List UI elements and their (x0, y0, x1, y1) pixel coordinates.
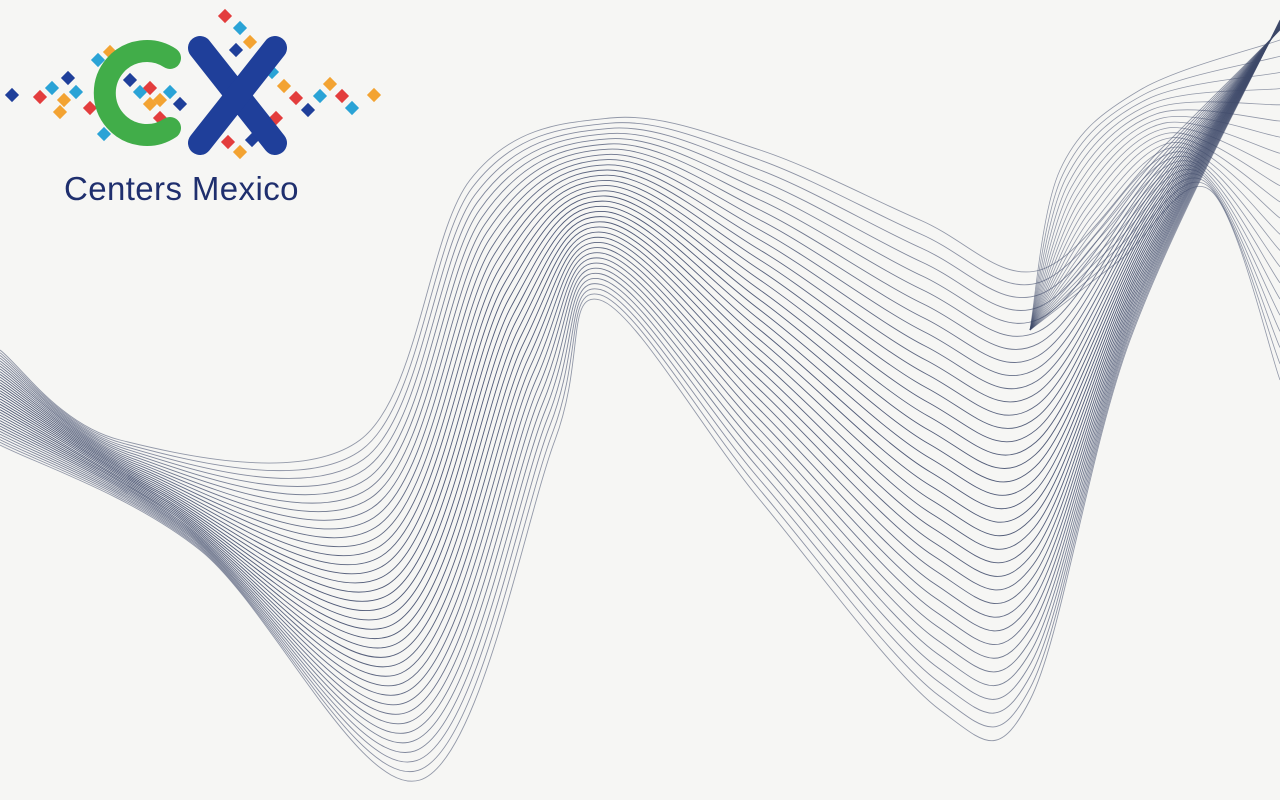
logo-pixel-square (232, 144, 248, 160)
logo-pixel-square (122, 72, 138, 88)
logo-pixel-square (68, 84, 84, 100)
wave-crossing-line (1029, 132, 1280, 331)
wave-line (0, 28, 1280, 487)
wave-crossing-line (1029, 101, 1280, 331)
wave-crossing-line (1029, 146, 1280, 331)
logo-letter-x-stroke (188, 36, 287, 155)
wave-line (0, 20, 1280, 753)
wave-line (0, 27, 1280, 539)
wave-crossing-line (1029, 88, 1280, 331)
wave-line (0, 24, 1280, 612)
wave-line (0, 21, 1280, 734)
wave-crossing-line (1029, 72, 1280, 331)
wave-crossing-line (1029, 173, 1280, 332)
wave-line (0, 24, 1280, 640)
wave-line (0, 23, 1280, 658)
wave-crossing-line (1029, 155, 1280, 331)
wave-line (0, 25, 1280, 584)
logo-pixel-square (60, 70, 76, 86)
wave-crossing-line (1029, 181, 1280, 364)
logo-pixel-square (366, 87, 382, 103)
logo-pixel-square (344, 100, 360, 116)
wave-line (0, 24, 1280, 621)
logo-pixel-square (44, 80, 60, 96)
wave-line (0, 26, 1280, 548)
wave-line (0, 27, 1280, 530)
logo-pixel-square (322, 76, 338, 92)
wave-line (0, 25, 1280, 602)
wave-line (0, 20, 1280, 744)
wave-line (0, 20, 1280, 763)
logo-pixel-square (300, 102, 316, 118)
logo-pixel-square (334, 88, 350, 104)
wave-crossing-line (1029, 164, 1280, 331)
logo-letter-c (93, 40, 181, 146)
wave-line (0, 22, 1280, 706)
logo-pixel-square (32, 89, 48, 105)
logo-pixel-square (56, 92, 72, 108)
wave-crossing-line (1029, 141, 1280, 331)
wave-line (0, 26, 1280, 575)
wave-crossing-line (1029, 168, 1280, 331)
logo-pixel-square (220, 134, 236, 150)
wave-line (0, 25, 1280, 593)
wave-crossing-line (1029, 186, 1280, 381)
cx-centers-mexico-logo: Centers Mexico (0, 0, 400, 220)
wave-crossing-line (1029, 55, 1280, 331)
wave-crossing-line (1029, 127, 1280, 331)
wave-line (0, 22, 1280, 687)
logo-pixel-square (276, 78, 292, 94)
logo-pixel-square (217, 8, 233, 24)
wave-line (0, 22, 1280, 696)
logo-pixel-square (52, 104, 68, 120)
wave-crossing-line (1029, 121, 1280, 331)
wave-line (0, 23, 1280, 668)
logo-pixel-square (312, 88, 328, 104)
cx-logo-mark (4, 8, 382, 160)
wave-crossing-line (1029, 115, 1280, 331)
wave-crossing-line (1029, 137, 1280, 331)
logo-subtitle: Centers Mexico (64, 170, 299, 207)
wave-line (0, 29, 1280, 472)
wave-line (0, 20, 1280, 773)
logo-pixel-square (228, 42, 244, 58)
wave-line (0, 24, 1280, 630)
wave-crossing-line (1029, 151, 1280, 331)
wave-line (0, 23, 1280, 649)
wave-crossing-line (1029, 177, 1280, 348)
wave-line (0, 29, 1280, 464)
wave-line (0, 28, 1280, 513)
wave-line (0, 26, 1280, 566)
wave-line (0, 22, 1280, 677)
logo-pixel-square (242, 34, 258, 50)
logo-pixel-square (232, 20, 248, 36)
logo-pixel-square (4, 87, 20, 103)
wave-crossing-line (1029, 109, 1280, 331)
wave-crossing-line (1029, 160, 1280, 331)
wave-line (0, 28, 1280, 504)
wave-line (0, 26, 1280, 557)
logo-pixel-square (172, 96, 188, 112)
logo-pixel-square (288, 90, 304, 106)
logo-pixel-square (162, 84, 178, 100)
wave-line (0, 19, 1280, 782)
wave-crossing-line (1029, 39, 1280, 331)
wave-line (0, 21, 1280, 725)
wave-line (0, 28, 1280, 496)
wave-line (0, 21, 1280, 715)
